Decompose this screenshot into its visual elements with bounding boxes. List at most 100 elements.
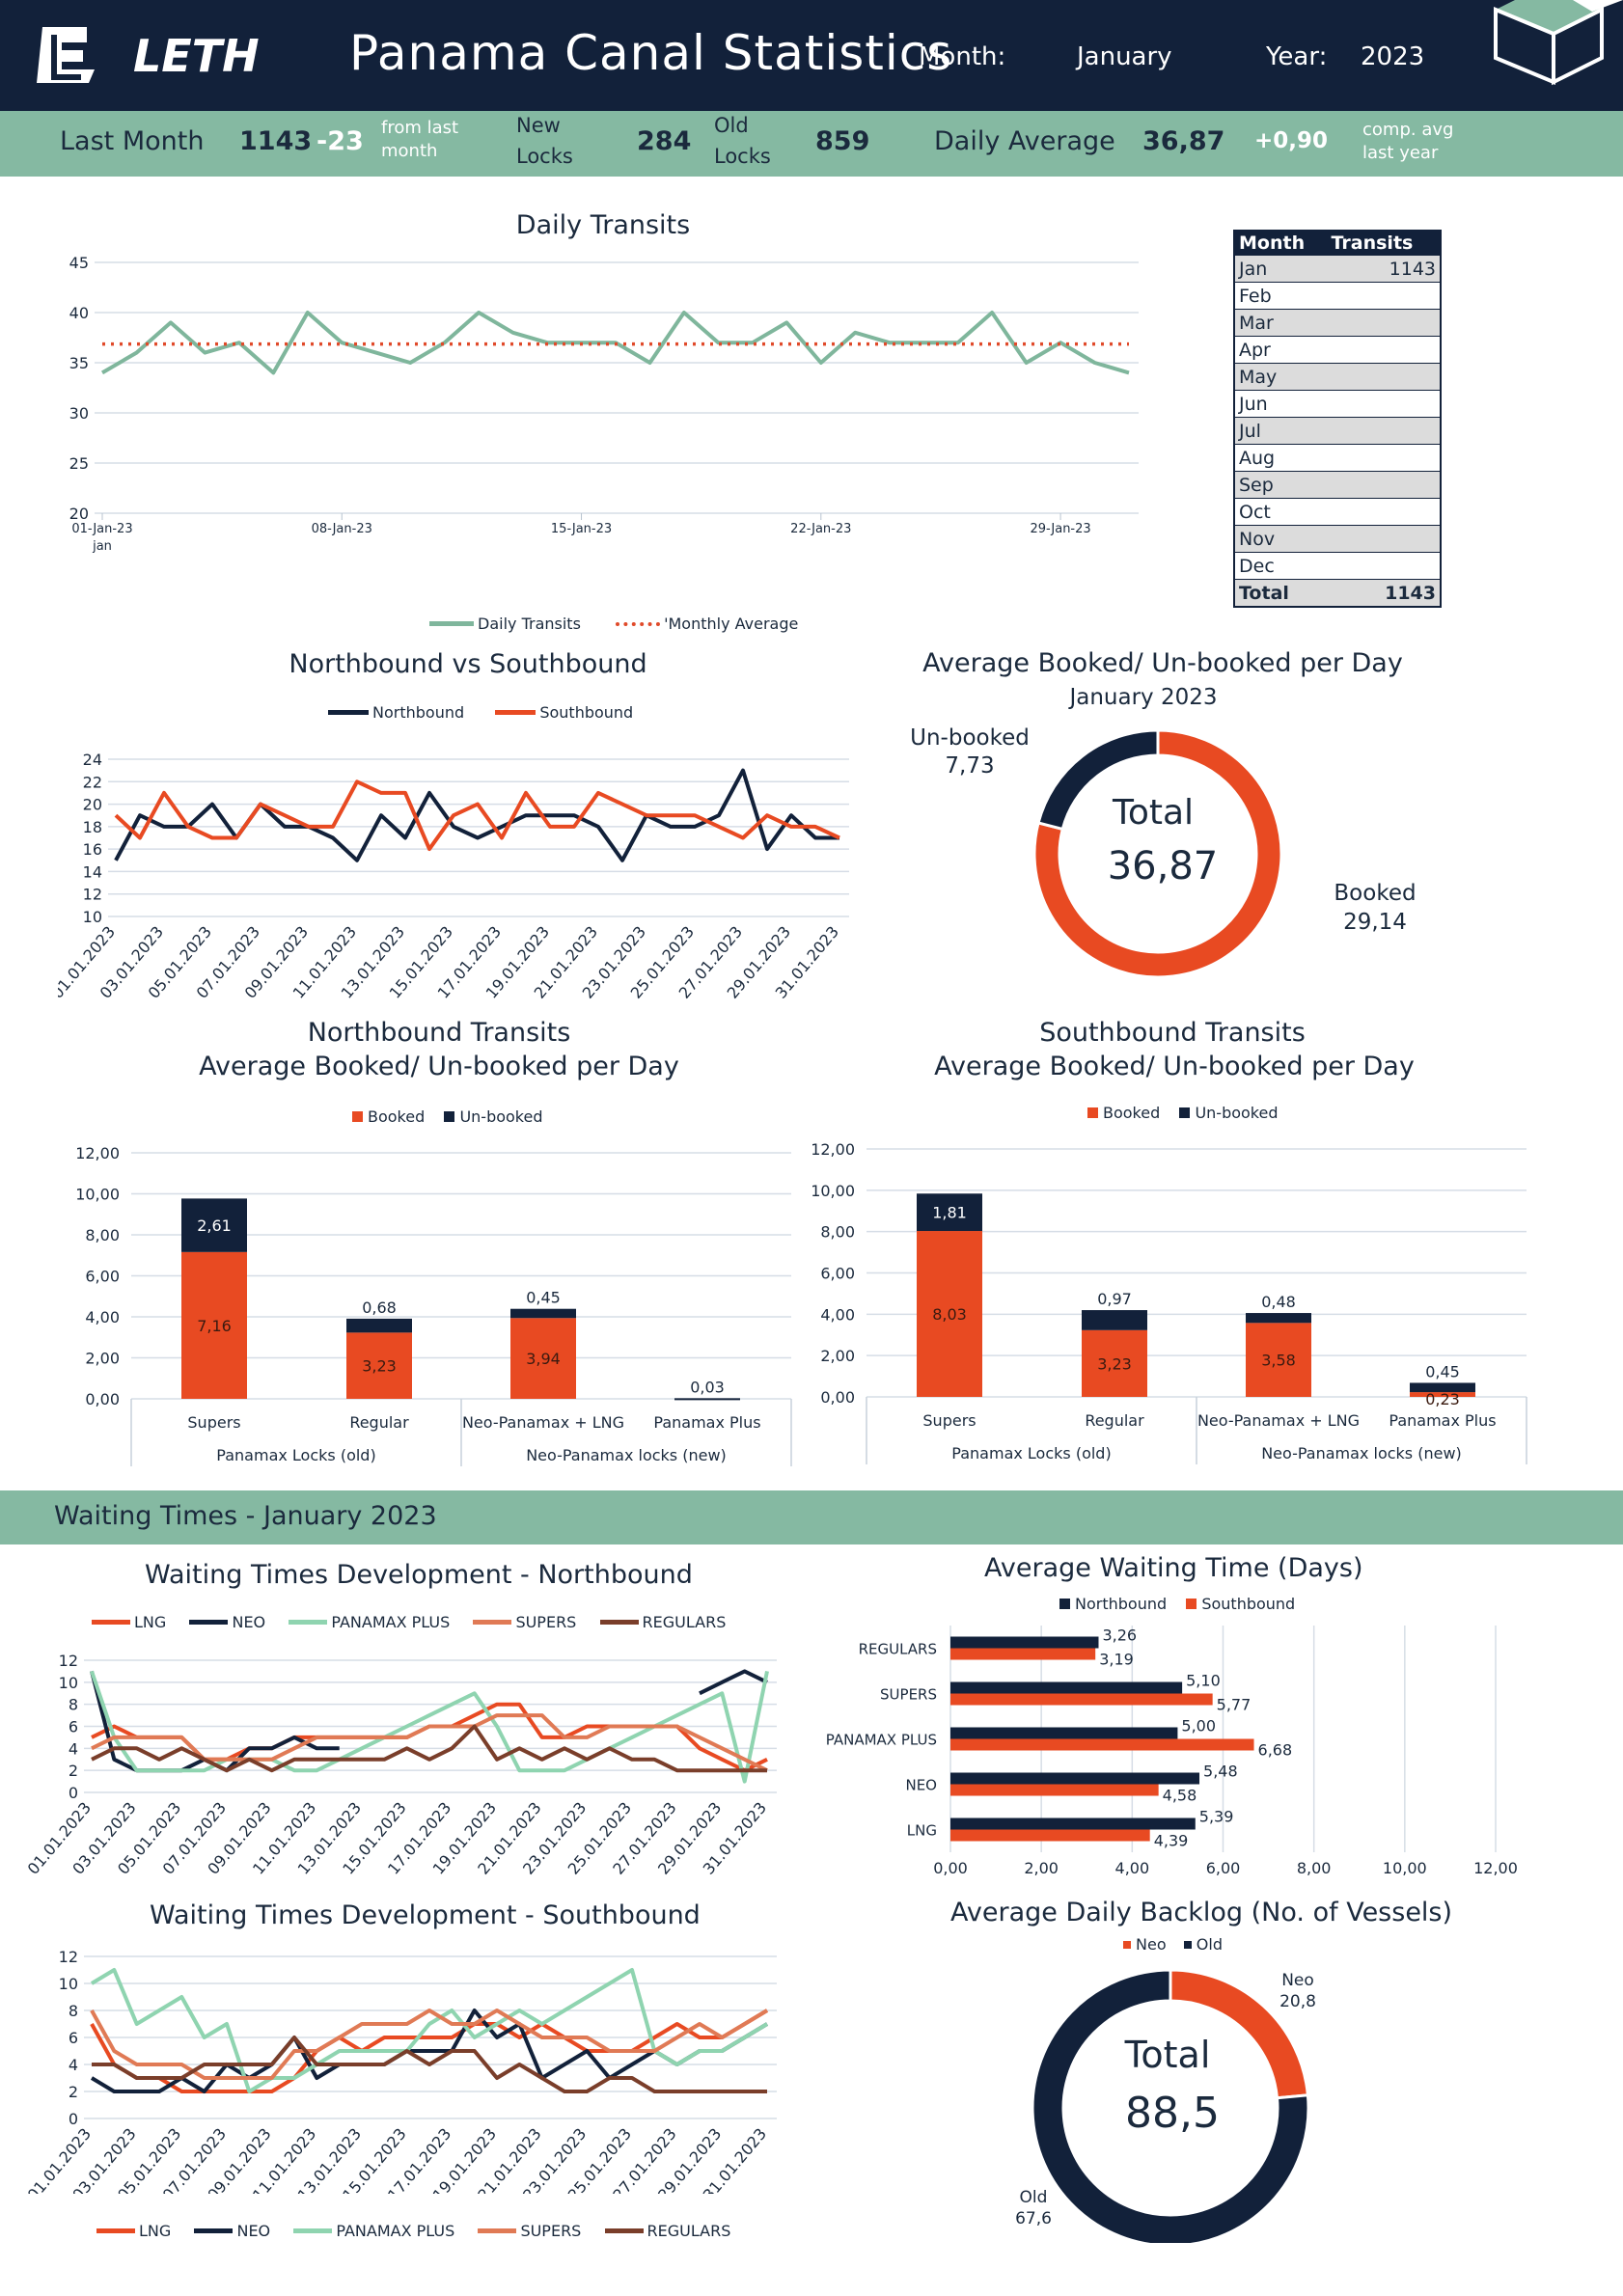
- table-cell: Feb: [1234, 282, 1328, 310]
- legend-unbooked-swatch: [444, 1111, 455, 1122]
- legend-lng-label: LNG: [134, 1613, 167, 1631]
- category-label: Regular: [349, 1413, 409, 1432]
- category-label: Neo-Panamax + LNG: [462, 1413, 624, 1432]
- legend-booked-swatch: [352, 1111, 363, 1122]
- y-tick-label: 35: [69, 354, 89, 372]
- sb-transits-bar-chart: 0,00 2,00 4,00 6,00 8,00 10,00 12,00 8,03 1,81 Su…: [811, 1140, 1527, 1464]
- table-total-label: Total: [1234, 579, 1328, 607]
- y-tick-label: 12: [59, 1652, 78, 1670]
- backlog-legend: Neo Old: [1123, 1934, 1223, 1954]
- data-label-northbound: 5,10: [1186, 1672, 1221, 1690]
- donut-slice: [1031, 1968, 1310, 2243]
- x-tick-label: 01-Jan-23: [71, 522, 132, 536]
- y-tick-label: 10,00: [811, 1182, 855, 1200]
- y-tick-label: 12,00: [75, 1144, 120, 1162]
- sb-transits-subtitle: Average Booked/ Un-booked per Day: [934, 1052, 1415, 1081]
- series-line-northbound: [114, 768, 839, 862]
- data-label-unbooked: 0,68: [362, 1298, 397, 1317]
- year-label: Year:: [1266, 42, 1328, 71]
- series-line-regulars: [91, 1724, 767, 1773]
- data-label-southbound: 4,58: [1163, 1787, 1197, 1805]
- year-value[interactable]: 2023: [1361, 42, 1425, 71]
- legend-southbound-label: Southbound: [1201, 1595, 1296, 1613]
- y-tick-label: 10: [59, 1975, 78, 1993]
- wait-sb-chart: 02468101201.01.202303.01.202305.01.20230…: [24, 1948, 777, 2194]
- data-label-unbooked: 0,03: [690, 1378, 725, 1396]
- category-label: REGULARS: [859, 1641, 937, 1658]
- data-label-southbound: 6,68: [1258, 1741, 1293, 1760]
- backlog-old-label: Old: [1019, 2188, 1048, 2207]
- legend-booked-label: Booked: [1103, 1104, 1161, 1122]
- sb-transits-title: Southbound Transits: [1039, 1018, 1306, 1048]
- table-cell: Jun: [1234, 390, 1328, 418]
- nb-transits-title: Northbound Transits: [307, 1018, 571, 1048]
- bar-booked: [346, 1332, 412, 1399]
- category-label: Regular: [1085, 1411, 1144, 1430]
- legend-neo-label: NEO: [236, 2222, 271, 2240]
- data-label-northbound: 5,00: [1181, 1717, 1216, 1736]
- data-label-unbooked: 0,97: [1097, 1290, 1132, 1308]
- x-tick-label: 12,00: [1473, 1859, 1518, 1877]
- booked-donut-subtitle: January 2023: [1069, 685, 1218, 710]
- y-tick-label: 8: [69, 1696, 78, 1714]
- table-cell: [1327, 444, 1441, 472]
- comp-line1: comp. avg: [1362, 120, 1454, 140]
- legend-old-swatch: [1183, 1940, 1192, 1949]
- legend-regulars-label: REGULARS: [642, 1613, 727, 1631]
- bar-booked: [1082, 1329, 1147, 1397]
- category-label: Panamax Plus: [653, 1413, 760, 1432]
- data-label-booked: 3,23: [1097, 1354, 1132, 1373]
- x-tick-label: 0,00: [933, 1859, 968, 1877]
- leth-logo: LETH: [37, 27, 260, 83]
- data-label-booked: 3,58: [1261, 1352, 1296, 1370]
- nb-vs-sb-legend: Northbound Southbound: [328, 702, 633, 722]
- y-tick-label: 16: [83, 840, 102, 859]
- series-line-supers: [90, 2009, 769, 2080]
- table-cell: [1327, 552, 1441, 580]
- table-row: Mar: [1234, 309, 1441, 337]
- bar-northbound: [950, 1818, 1196, 1830]
- y-tick-label: 0,00: [820, 1388, 855, 1407]
- legend-neo-swatch: [189, 1620, 229, 1625]
- y-tick-label: 30: [69, 404, 89, 423]
- y-tick-label: 4,00: [85, 1308, 120, 1326]
- bar-booked: [917, 1231, 982, 1397]
- table-row: Oct: [1234, 498, 1441, 526]
- table-cell: [1327, 363, 1441, 391]
- avg-wait-legend: Northbound Southbound: [1059, 1594, 1295, 1613]
- nb-transits-bar-chart: 0,00 2,00 4,00 6,00 8,00 10,00 12,00 7,16 2,61 Su…: [75, 1144, 792, 1466]
- legend-neo-label: Neo: [1136, 1935, 1167, 1954]
- table-row: May: [1234, 363, 1441, 391]
- table-header-row: Month Transits: [1234, 231, 1441, 256]
- y-tick-label: 8,00: [85, 1226, 120, 1244]
- table-cell: Mar: [1234, 309, 1328, 337]
- page-title: Panama Canal Statistics: [349, 25, 953, 81]
- y-tick-label: 12,00: [811, 1140, 855, 1159]
- comp-line2: last year: [1362, 143, 1439, 163]
- avg-wait-chart: 0,00 2,00 4,00 6,00 8,00 10,00 12,00 3,26 3,19 RE…: [826, 1626, 1518, 1877]
- legend-supers-label: SUPERS: [515, 1613, 577, 1631]
- bar-southbound: [950, 1693, 1213, 1706]
- legend-daily-label: Daily Transits: [478, 615, 581, 633]
- legend-unbooked-label: Un-booked: [459, 1107, 543, 1126]
- legend-unbooked-label: Un-booked: [1195, 1104, 1279, 1122]
- bar-northbound: [950, 1727, 1178, 1739]
- bar-booked: [1246, 1323, 1311, 1397]
- bar-booked: [181, 1251, 247, 1399]
- table-row: Jun: [1234, 390, 1441, 418]
- nb-vs-sb-title: Northbound vs Southbound: [289, 649, 647, 679]
- series-line-regulars: [92, 2036, 767, 2093]
- y-tick-label: 10: [83, 908, 102, 926]
- legend-average-swatch: [616, 621, 661, 626]
- y-tick-label: 4,00: [820, 1305, 855, 1324]
- data-label-booked: 7,16: [197, 1317, 232, 1335]
- unbooked-label: Un-booked: [910, 725, 1030, 751]
- waiting-times-section-title: Waiting Times - January 2023: [54, 1501, 437, 1531]
- category-label: LNG: [907, 1822, 937, 1840]
- legend-booked-label: Booked: [368, 1107, 426, 1126]
- bar-unbooked: [1082, 1310, 1147, 1330]
- y-tick-label: 12: [83, 886, 102, 904]
- unbooked-value: 7,73: [945, 753, 995, 779]
- table-row: Apr: [1234, 336, 1441, 364]
- month-value[interactable]: January: [1077, 42, 1172, 71]
